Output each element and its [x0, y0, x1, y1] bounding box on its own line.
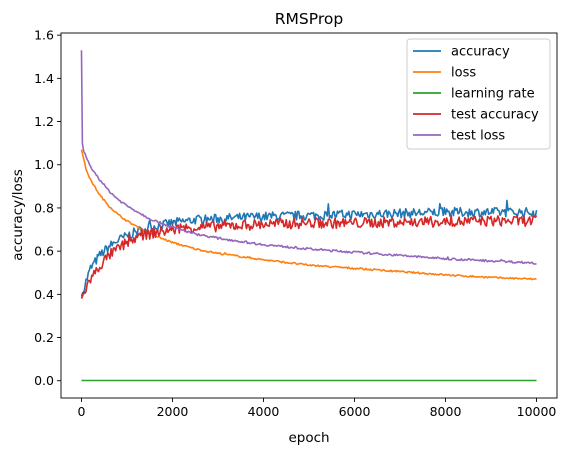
y-tick-label: 1.6 — [34, 28, 54, 43]
x-tick-label: 2000 — [157, 404, 189, 419]
series-line-loss — [80, 149, 537, 281]
legend-label: test accuracy — [451, 108, 539, 123]
x-tick-label: 6000 — [339, 404, 371, 419]
y-tick-label: 0.0 — [34, 373, 54, 388]
x-tick-label: 8000 — [430, 404, 462, 419]
y-tick-label: 0.4 — [34, 287, 54, 302]
legend-label: loss — [451, 66, 476, 81]
x-axis-ticks: 0 2000 4000 6000 8000 10000 — [78, 398, 557, 419]
legend-label: accuracy — [451, 45, 510, 60]
legend-label: test loss — [451, 129, 505, 144]
y-axis-label: accuracy/loss — [10, 169, 26, 261]
x-tick-label: 10000 — [517, 404, 557, 419]
legend-box — [406, 38, 551, 150]
y-axis-ticks: 0.0 0.2 0.4 0.6 0.8 1.0 1.2 1.4 1.6 — [34, 28, 61, 388]
legend-label: learning rate — [451, 87, 535, 102]
x-tick-label: 0 — [78, 404, 86, 419]
y-tick-label: 0.6 — [34, 244, 54, 259]
x-tick-label: 4000 — [248, 404, 280, 419]
legend: accuracy loss learning rate test accuracy te… — [406, 38, 551, 150]
plot-lines — [80, 50, 538, 382]
y-tick-label: 1.4 — [34, 71, 54, 86]
chart-title: RMSProp — [275, 10, 343, 28]
y-tick-label: 1.0 — [34, 157, 54, 172]
plot-frame — [60, 32, 558, 399]
y-tick-label: 1.2 — [34, 114, 54, 129]
y-tick-label: 0.8 — [34, 200, 54, 215]
series-line-test-loss — [80, 50, 537, 265]
series-line-test-accuracy — [80, 214, 538, 299]
x-axis-label: epoch — [288, 430, 329, 446]
y-tick-label: 0.2 — [34, 330, 54, 345]
series-line-accuracy — [80, 199, 538, 297]
